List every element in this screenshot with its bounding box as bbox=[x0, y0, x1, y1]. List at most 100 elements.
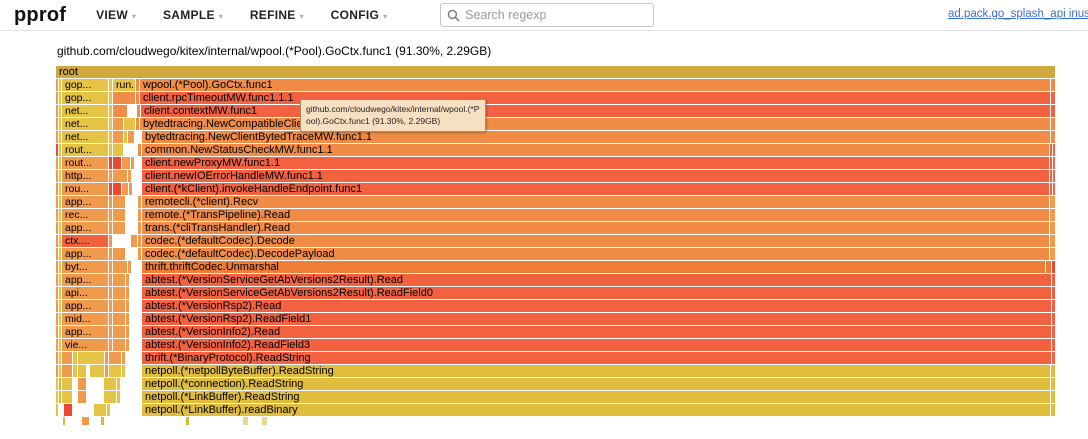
frame-cell[interactable]: api... bbox=[62, 287, 108, 299]
frame-cell[interactable]: client.newIOErrorHandleMW.func1.1 bbox=[142, 170, 1049, 182]
frame-sliver[interactable] bbox=[1052, 326, 1055, 338]
frame-sliver[interactable] bbox=[1051, 105, 1055, 117]
menu-config[interactable]: CONFIG ▾ bbox=[331, 8, 387, 22]
frame-sliver[interactable] bbox=[109, 248, 112, 260]
frame-sliver[interactable] bbox=[56, 92, 58, 104]
frame-sliver[interactable] bbox=[113, 157, 121, 169]
frame-sliver[interactable] bbox=[122, 365, 125, 377]
frame-sliver[interactable] bbox=[1051, 391, 1055, 403]
frame-sliver[interactable] bbox=[59, 183, 61, 195]
frame-sliver[interactable] bbox=[1053, 183, 1055, 195]
frame-sliver[interactable] bbox=[1050, 235, 1055, 247]
frame-sliver[interactable] bbox=[138, 222, 141, 234]
frame-cell[interactable]: abtest.(*VersionRsp2).Read bbox=[142, 300, 1051, 312]
frame-cell[interactable]: codec.(*defaultCodec).DecodePayload bbox=[142, 248, 1049, 260]
frame-cell[interactable]: app... bbox=[62, 222, 108, 234]
frame-sliver[interactable] bbox=[122, 183, 128, 195]
frame-sliver[interactable] bbox=[59, 274, 61, 286]
frame-sliver[interactable] bbox=[59, 261, 61, 273]
frame-sliver[interactable] bbox=[78, 365, 86, 377]
frame-sliver[interactable] bbox=[59, 313, 61, 325]
frame-cell[interactable]: client.(*kClient).invokeHandleEndpoint.f… bbox=[142, 183, 1049, 195]
frame-sliver[interactable] bbox=[113, 261, 127, 273]
frame-sliver[interactable] bbox=[59, 209, 61, 221]
frame-cell[interactable]: client.newProxyMW.func1.1 bbox=[142, 157, 1049, 169]
frame-cell[interactable]: client.rpcTimeoutMW.func1.1.1 bbox=[140, 92, 1050, 104]
frame-sliver[interactable] bbox=[109, 131, 112, 143]
frame-sliver[interactable] bbox=[109, 339, 112, 351]
frame-sliver[interactable] bbox=[124, 131, 127, 143]
frame-sliver[interactable] bbox=[109, 274, 112, 286]
frame-sliver[interactable] bbox=[56, 196, 58, 208]
frame-cell[interactable]: app... bbox=[62, 300, 108, 312]
frame-sliver[interactable] bbox=[113, 118, 123, 130]
frame-cell[interactable]: abtest.(*VersionServiceGetAbVersions2Res… bbox=[142, 287, 1051, 299]
frame-sliver[interactable] bbox=[59, 365, 61, 377]
frame-sliver[interactable] bbox=[262, 417, 267, 425]
frame-sliver[interactable] bbox=[131, 235, 137, 247]
frame-sliver[interactable] bbox=[56, 274, 58, 286]
frame-sliver[interactable] bbox=[56, 261, 58, 273]
frame-sliver[interactable] bbox=[56, 209, 58, 221]
frame-cell[interactable]: common.NewStatusCheckMW.func1.1 bbox=[142, 144, 1049, 156]
frame-sliver[interactable] bbox=[56, 222, 58, 234]
frame-cell[interactable]: mid... bbox=[62, 313, 108, 325]
frame-sliver[interactable] bbox=[136, 92, 139, 104]
frame-sliver[interactable] bbox=[59, 326, 61, 338]
frame-sliver[interactable] bbox=[104, 391, 116, 403]
frame-sliver[interactable] bbox=[56, 404, 58, 416]
frame-sliver[interactable] bbox=[56, 183, 58, 195]
frame-sliver[interactable] bbox=[1050, 183, 1052, 195]
frame-sliver[interactable] bbox=[109, 235, 112, 247]
frame-sliver[interactable] bbox=[113, 313, 125, 325]
frame-sliver[interactable] bbox=[105, 352, 108, 364]
frame-cell[interactable]: abtest.(*VersionInfo2).Read bbox=[142, 326, 1051, 338]
frame-sliver[interactable] bbox=[109, 118, 112, 130]
frame-cell[interactable]: app... bbox=[62, 326, 108, 338]
frame-sliver[interactable] bbox=[63, 417, 65, 425]
frame-sliver[interactable] bbox=[56, 326, 58, 338]
frame-sliver[interactable] bbox=[56, 391, 58, 403]
frame-sliver[interactable] bbox=[59, 287, 61, 299]
frame-sliver[interactable] bbox=[59, 157, 61, 169]
frame-sliver[interactable] bbox=[113, 209, 125, 221]
frame-sliver[interactable] bbox=[56, 235, 58, 247]
frame-cell[interactable]: thrift.(*BinaryProtocol).ReadString bbox=[142, 352, 1051, 364]
frame-sliver[interactable] bbox=[62, 378, 72, 390]
frame-sliver[interactable] bbox=[126, 287, 129, 299]
frame-sliver[interactable] bbox=[1052, 339, 1055, 351]
frame-sliver[interactable] bbox=[1053, 144, 1055, 156]
frame-sliver[interactable] bbox=[113, 131, 123, 143]
menu-view[interactable]: VIEW ▾ bbox=[96, 8, 136, 22]
frame-cell[interactable]: abtest.(*VersionInfo2).ReadField3 bbox=[142, 339, 1051, 351]
frame-sliver[interactable] bbox=[1050, 222, 1055, 234]
frame-sliver[interactable] bbox=[56, 300, 58, 312]
frame-sliver[interactable] bbox=[109, 157, 112, 169]
frame-cell[interactable]: app... bbox=[62, 196, 108, 208]
frame-sliver[interactable] bbox=[59, 92, 61, 104]
frame-sliver[interactable] bbox=[109, 287, 112, 299]
frame-cell[interactable]: net... bbox=[62, 118, 108, 130]
frame-sliver[interactable] bbox=[59, 131, 61, 143]
frame-sliver[interactable] bbox=[56, 378, 58, 390]
frame-sliver[interactable] bbox=[56, 313, 58, 325]
frame-sliver[interactable] bbox=[56, 157, 58, 169]
frame-sliver[interactable] bbox=[82, 417, 89, 425]
frame-sliver[interactable] bbox=[1051, 92, 1055, 104]
frame-cell[interactable]: net... bbox=[62, 131, 108, 143]
frame-sliver[interactable] bbox=[113, 222, 125, 234]
frame-sliver[interactable] bbox=[1046, 261, 1051, 273]
frame-sliver[interactable] bbox=[109, 300, 112, 312]
frame-sliver[interactable] bbox=[59, 300, 61, 312]
frame-sliver[interactable] bbox=[109, 261, 112, 273]
frame-sliver[interactable] bbox=[59, 248, 61, 260]
frame-sliver[interactable] bbox=[101, 417, 104, 425]
frame-sliver[interactable] bbox=[1052, 287, 1055, 299]
frame-sliver[interactable] bbox=[113, 300, 125, 312]
frame-sliver[interactable] bbox=[243, 417, 248, 425]
frame-sliver[interactable] bbox=[1051, 131, 1055, 143]
frame-sliver[interactable] bbox=[113, 287, 125, 299]
frame-cell[interactable]: netpoll.(*LinkBuffer).readBinary bbox=[142, 404, 1050, 416]
frame-cell[interactable]: rou... bbox=[62, 183, 108, 195]
frame-cell[interactable]: rout... bbox=[62, 157, 108, 169]
